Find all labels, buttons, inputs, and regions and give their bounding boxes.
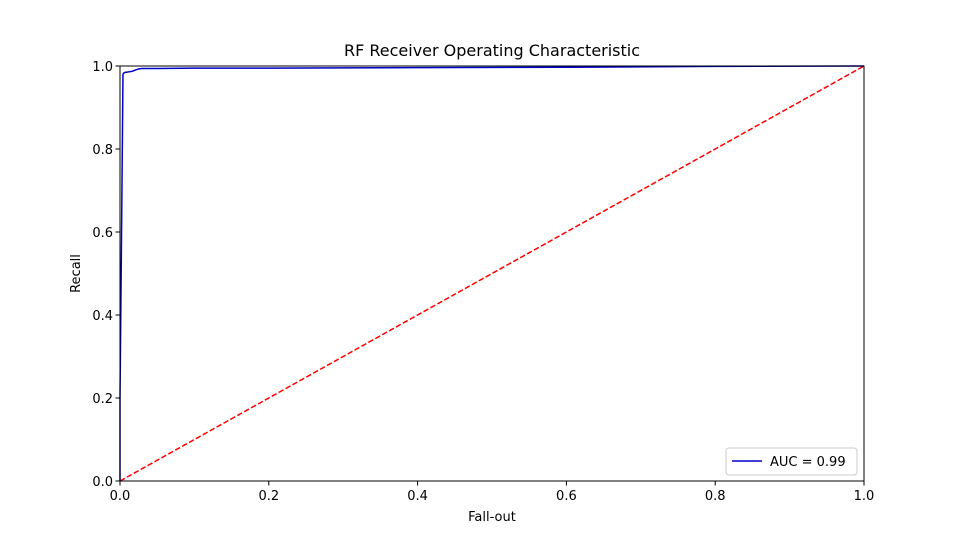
y-tick-label: 0.2: [92, 392, 113, 407]
x-tick-label: 0.4: [407, 489, 428, 504]
x-tick-label: 0.6: [556, 489, 577, 504]
x-tick-label: 0.8: [705, 489, 726, 504]
legend-box: [725, 447, 858, 476]
axes-frame: [119, 65, 865, 482]
y-tick-label: 0.8: [92, 143, 113, 158]
x-tick-label: 0.2: [258, 489, 279, 504]
y-tick-label: 1.0: [92, 60, 113, 75]
legend-label-auc: AUC = 0.99: [770, 455, 846, 470]
plot-area: [119, 65, 865, 482]
y-tick-label: 0.4: [92, 309, 113, 324]
y-axis-label: Recall: [69, 254, 84, 293]
y-tick-label: 0.6: [92, 226, 113, 241]
roc-curve-line: [119, 65, 865, 481]
x-tick-label: 1.0: [854, 489, 875, 504]
x-tick-label: 0.0: [110, 489, 131, 504]
axis-ticks: 0.0 0.2 0.4 0.6 0.8 1.0 0.0 0.2 0.4 0.6 0.8 1.0: [92, 60, 874, 504]
y-tick-label: 0.0: [92, 475, 113, 490]
chart-title: RF Receiver Operating Characteristic: [344, 41, 640, 60]
legend: AUC = 0.99: [725, 447, 858, 476]
x-axis-label: Fall-out: [468, 510, 516, 525]
chance-diagonal-line: [119, 65, 865, 482]
